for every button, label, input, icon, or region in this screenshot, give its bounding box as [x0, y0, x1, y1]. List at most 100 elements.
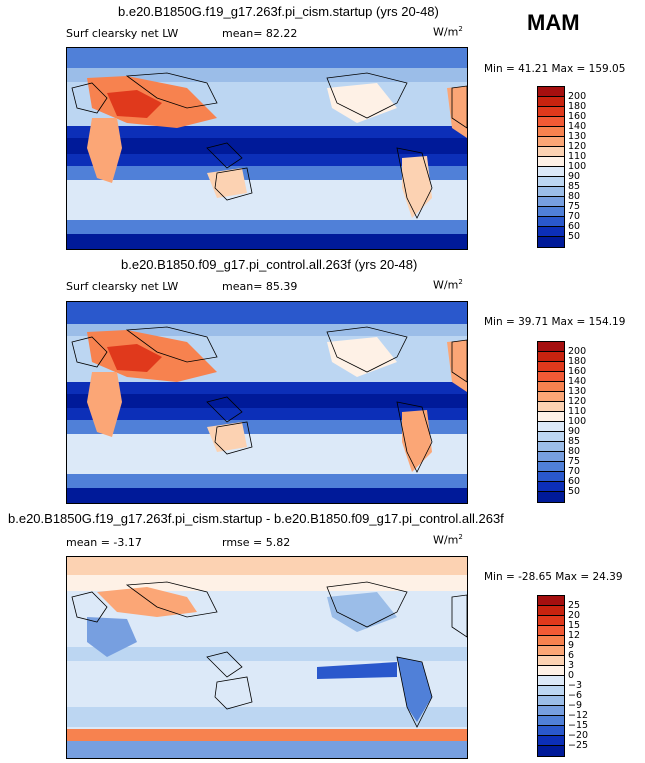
cb1-swatch-10 [538, 177, 564, 187]
panel-3-colorbar [537, 595, 565, 757]
map1-north-midlat [67, 68, 467, 82]
map2-africa [87, 372, 122, 437]
cb3-tick: 0 [568, 670, 575, 681]
panel-3-map [66, 556, 468, 759]
cb3-tick: −25 [568, 740, 589, 751]
panel-2-units: W/m2 [433, 278, 463, 292]
cb1-swatch-4 [538, 117, 564, 127]
map3-antarctica [67, 741, 467, 758]
cb3-swatch-12 [538, 706, 564, 716]
map2-arctic-band [67, 302, 467, 324]
cb3-tick: −9 [568, 700, 583, 711]
cb2-tick: 50 [568, 486, 581, 497]
panel-1-map [66, 47, 468, 250]
panel-2-variable: Surf clearsky net LW [66, 280, 179, 293]
panel-1-mean: mean= 82.22 [222, 27, 298, 40]
map3-north-midlat [67, 575, 467, 591]
cb1-tick: 90 [568, 171, 581, 182]
cb2-tick: 180 [568, 356, 587, 367]
cb1-swatch-9 [538, 167, 564, 177]
cb3-swatch-8 [538, 666, 564, 676]
cb2-tick: 80 [568, 446, 581, 457]
cb3-swatch-6 [538, 646, 564, 656]
panel-1-title: b.e20.B1850G.f19_g17.263f.pi_cism.startu… [118, 4, 439, 19]
cb3-swatch-14 [538, 726, 564, 736]
cb3-swatch-3 [538, 616, 564, 626]
cb2-swatch-8 [538, 412, 564, 422]
season-label: MAM [527, 10, 580, 35]
panel-3-units: W/m2 [433, 533, 463, 547]
cb1-swatch-8 [538, 157, 564, 167]
map3-southern-ocean [67, 729, 467, 741]
cb1-swatch-14 [538, 217, 564, 227]
panel-1-colorbar [537, 86, 565, 248]
map2-subtropic-s [67, 420, 467, 434]
cb1-swatch-11 [538, 187, 564, 197]
cb3-tick: −12 [568, 710, 589, 721]
cb1-swatch-3 [538, 107, 564, 117]
cb2-swatch-4 [538, 372, 564, 382]
cb1-tick: 85 [568, 181, 581, 192]
map3-south-midlat [67, 707, 467, 727]
cb3-swatch-13 [538, 716, 564, 726]
panel-1-variable: Surf clearsky net LW [66, 27, 179, 40]
cb2-tick: 130 [568, 386, 587, 397]
panel-2-title: b.e20.B1850.f09_g17.pi_control.all.263f … [121, 257, 418, 272]
cb3-tick: 20 [568, 610, 581, 621]
cb2-tick: 120 [568, 396, 587, 407]
cb3-tick: −20 [568, 730, 589, 741]
cb3-tick: −6 [568, 690, 583, 701]
panel-2-mean: mean= 85.39 [222, 280, 298, 293]
cb2-tick: 160 [568, 366, 587, 377]
map1-arctic-band [67, 48, 467, 68]
cb1-swatch-6 [538, 137, 564, 147]
cb2-tick: 100 [568, 416, 587, 427]
map2-itcz-band [67, 394, 467, 408]
cb3-tick: 9 [568, 640, 575, 651]
cb2-swatch-3 [538, 362, 564, 372]
map1-subtropic-s [67, 166, 467, 180]
panel-1-units: W/m2 [433, 25, 463, 39]
cb2-tick: 85 [568, 436, 581, 447]
cb3-swatch-4 [538, 626, 564, 636]
cb1-tick: 80 [568, 191, 581, 202]
cb1-swatch-5 [538, 127, 564, 137]
panel-1-map-svg [67, 48, 467, 249]
map2-antarctica [67, 488, 467, 503]
map1-africa [87, 118, 122, 183]
cb3-tick: 12 [568, 630, 581, 641]
cb3-swatch-10 [538, 686, 564, 696]
panel-2-minmax: Min = 39.71 Max = 154.19 [484, 316, 626, 328]
cb1-swatch-15 [538, 227, 564, 237]
cb1-swatch-2 [538, 97, 564, 107]
cb1-swatch-13 [538, 207, 564, 217]
map3-east-pacific [317, 662, 397, 679]
map1-south-midlat [67, 180, 467, 220]
cb2-swatch-11 [538, 442, 564, 452]
cb2-swatch-2 [538, 352, 564, 362]
map3-north-america [327, 592, 397, 632]
map1-north-america [327, 83, 397, 123]
cb2-swatch-16 [538, 492, 564, 502]
cb3-swatch-11 [538, 696, 564, 706]
cb3-swatch-5 [538, 636, 564, 646]
map1-asia-hot [107, 90, 162, 118]
panel-3-mean: mean = -3.17 [66, 536, 142, 549]
cb3-swatch-7 [538, 656, 564, 666]
map3-asia-warm [97, 587, 197, 617]
cb3-swatch-2 [538, 606, 564, 616]
cb1-swatch-1 [538, 87, 564, 97]
cb1-swatch-16 [538, 237, 564, 247]
panel-2-map [66, 301, 468, 504]
cb3-swatch-16 [538, 746, 564, 756]
cb1-tick: 200 [568, 91, 587, 102]
cb3-tick: 25 [568, 600, 581, 611]
cb2-swatch-10 [538, 432, 564, 442]
cb2-swatch-5 [538, 382, 564, 392]
panel-3-title: b.e20.B1850G.f19_g17.263f.pi_cism.startu… [8, 511, 504, 526]
cb2-tick: 90 [568, 426, 581, 437]
cb2-tick: 60 [568, 476, 581, 487]
cb1-tick: 160 [568, 111, 587, 122]
panel-3-rmse: rmse = 5.82 [222, 536, 291, 549]
cb2-tick: 110 [568, 406, 587, 417]
